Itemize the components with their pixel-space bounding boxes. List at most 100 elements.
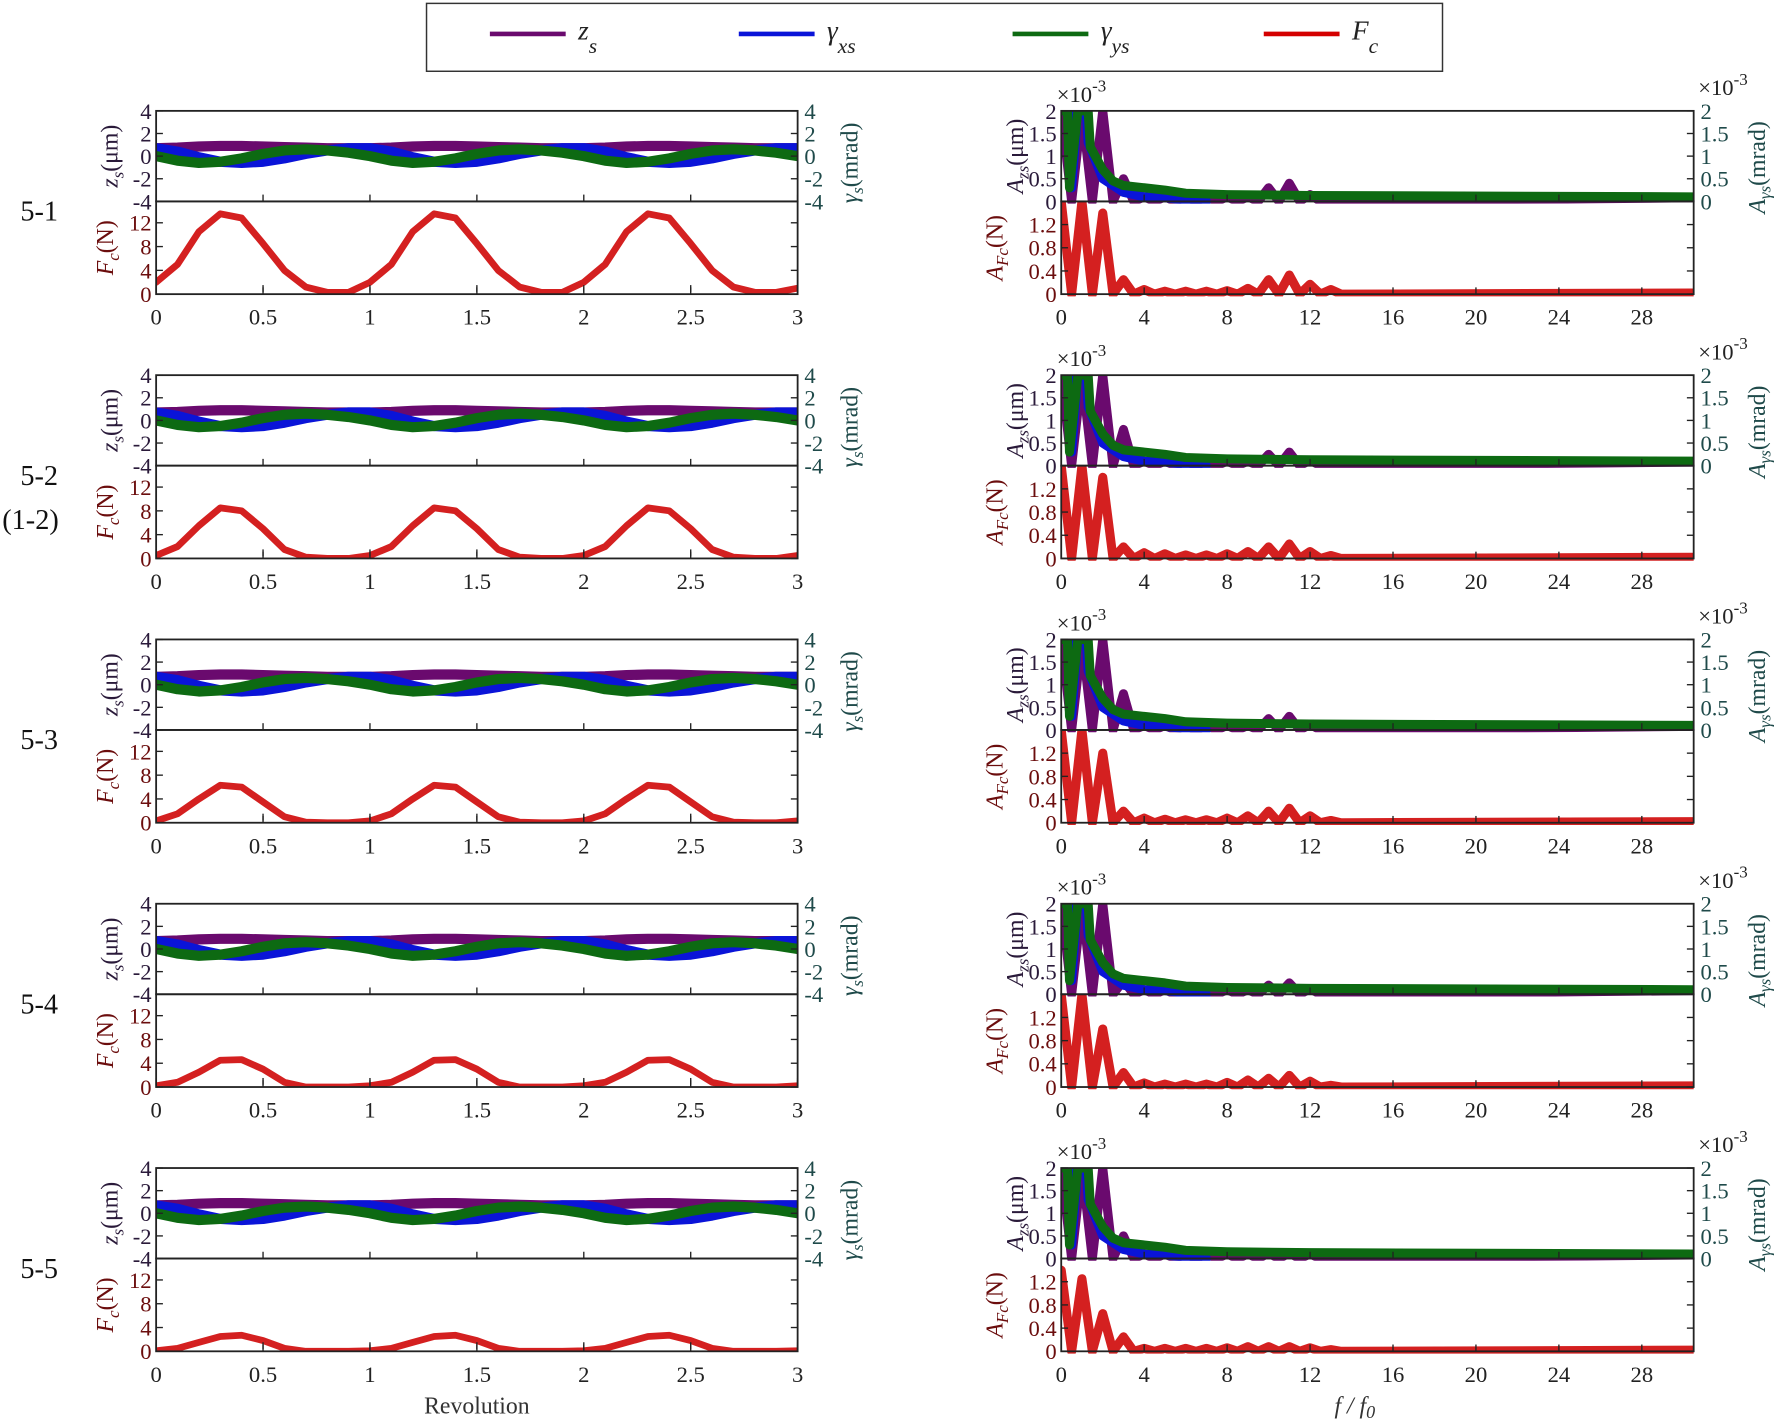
y-tick-label: 4	[140, 1315, 151, 1340]
right-y-tick-label: 0	[804, 673, 815, 698]
right-y-tick-label: 1.5	[1700, 914, 1728, 939]
right-y-axis-label: Aγs(mrad)	[1745, 650, 1774, 744]
y-tick-label: 0	[1045, 718, 1056, 743]
y-tick-label: 0	[140, 282, 151, 307]
gamma-xs-series	[156, 143, 798, 169]
gamma-ys-series	[156, 672, 798, 697]
gamma-ys-spectrum	[1061, 903, 1694, 995]
right-y-axis-label: Aγs(mrad)	[1745, 914, 1774, 1008]
right-y-tick-label: -4	[804, 982, 823, 1007]
y-tick-label: -4	[133, 454, 152, 479]
right-y-tick-label: 2	[1700, 892, 1711, 917]
x-tick-label: 0	[150, 1098, 161, 1123]
gamma-ys-series	[156, 408, 798, 433]
f-c-series	[156, 504, 798, 559]
gamma-ys-spectrum	[1061, 639, 1694, 730]
x-tick-label: 4	[1139, 305, 1150, 330]
y-tick-label: 0	[140, 144, 151, 169]
y-tick-label: 0.4	[1028, 787, 1056, 812]
x-tick-label: 1	[364, 1362, 375, 1387]
x-tick-label: 4	[1139, 569, 1150, 594]
x-tick-label: 2.5	[677, 833, 705, 858]
y-tick-label: 2	[1045, 99, 1056, 124]
y-tick-label: 12	[129, 739, 152, 764]
y-tick-label: 0.8	[1028, 1029, 1056, 1054]
x-tick-label: 1.5	[463, 1362, 491, 1387]
top-y-axis-label: Azs(μm)	[1003, 1176, 1033, 1253]
y-tick-label: 2	[140, 386, 151, 411]
x-tick-label: 0	[150, 569, 161, 594]
y-tick-label: 0.4	[1028, 1052, 1056, 1077]
x-tick-label: 28	[1631, 569, 1654, 594]
y-tick-label: -4	[133, 1246, 152, 1271]
x-tick-label: 16	[1382, 833, 1405, 858]
y-tick-label: 0	[1045, 982, 1056, 1007]
right-y-tick-label: -4	[804, 718, 823, 743]
y-tick-label: 8	[140, 763, 151, 788]
top-y-axis-label: zs(μm)	[98, 389, 128, 453]
x-tick-label: 24	[1548, 569, 1571, 594]
x-tick-label: 2.5	[677, 1362, 705, 1387]
x-tick-label: 4	[1139, 833, 1150, 858]
y-tick-label: 1.5	[1028, 121, 1056, 146]
right-y-tick-label: 0.5	[1700, 960, 1728, 985]
y-tick-label: 0	[1045, 811, 1056, 836]
right-y-tick-label: 0.5	[1700, 431, 1728, 456]
y-tick-label: 12	[129, 1004, 152, 1029]
right-y-tick-label: -2	[804, 167, 823, 192]
y-tick-label: 0.4	[1028, 523, 1056, 548]
y-tick-label: 0.5	[1028, 167, 1056, 192]
right-y-axis-label: γs(mrad)	[838, 1180, 868, 1261]
right-y-tick-label: 0	[804, 408, 815, 433]
x-tick-label: 24	[1548, 305, 1571, 330]
y-tick-label: 0	[1045, 1075, 1056, 1100]
z-s-series	[156, 669, 798, 682]
y-tick-label: 2	[140, 914, 151, 939]
right-y-axis-label: Aγs(mrad)	[1745, 121, 1774, 215]
y-tick-label: 0	[1045, 546, 1056, 571]
y-tick-label: -4	[133, 718, 152, 743]
right-y-tick-label: 1	[1700, 408, 1711, 433]
y-tick-label: 4	[140, 787, 151, 812]
top-y-axis-label: zs(μm)	[98, 918, 128, 982]
y-tick-label: -4	[133, 189, 152, 214]
y-tick-label: 0	[140, 673, 151, 698]
right-y-tick-label: 0	[804, 1201, 815, 1226]
x-tick-label: 2.5	[677, 305, 705, 330]
left-exponent-label: ×10-3	[1057, 341, 1107, 371]
right-y-tick-label: 0	[1700, 189, 1711, 214]
y-tick-label: 0.8	[1028, 500, 1056, 525]
x-tick-label: 1.5	[463, 305, 491, 330]
y-tick-label: 0	[1045, 282, 1056, 307]
x-tick-label: 24	[1548, 1362, 1571, 1387]
right-y-tick-label: -2	[804, 431, 823, 456]
x-tick-label: 8	[1221, 1098, 1232, 1123]
x-tick-label: 0	[150, 833, 161, 858]
x-tick-label: 0	[150, 305, 161, 330]
gamma-xs-series	[156, 671, 798, 697]
right-y-tick-label: 0	[1700, 982, 1711, 1007]
right-y-tick-label: 2	[1700, 99, 1711, 124]
right-y-tick-label: 0	[1700, 454, 1711, 479]
x-tick-label: 20	[1465, 1098, 1488, 1123]
x-tick-label: 8	[1221, 1362, 1232, 1387]
x-tick-label: 24	[1548, 833, 1571, 858]
gamma-xs-series	[156, 407, 798, 433]
right-y-tick-label: -4	[804, 189, 823, 214]
y-tick-label: 4	[140, 99, 151, 124]
y-tick-label: 2	[1045, 892, 1056, 917]
right-exponent-label: ×10-3	[1698, 1127, 1748, 1157]
right-y-tick-label: 2	[1700, 363, 1711, 388]
bottom-axes	[1060, 993, 1695, 1088]
x-tick-label: 2	[578, 1098, 589, 1123]
y-tick-label: 1	[1045, 144, 1056, 169]
x-tick-label: 3	[792, 833, 803, 858]
right-y-tick-label: -4	[804, 454, 823, 479]
right-y-axis-label: γs(mrad)	[838, 123, 868, 204]
